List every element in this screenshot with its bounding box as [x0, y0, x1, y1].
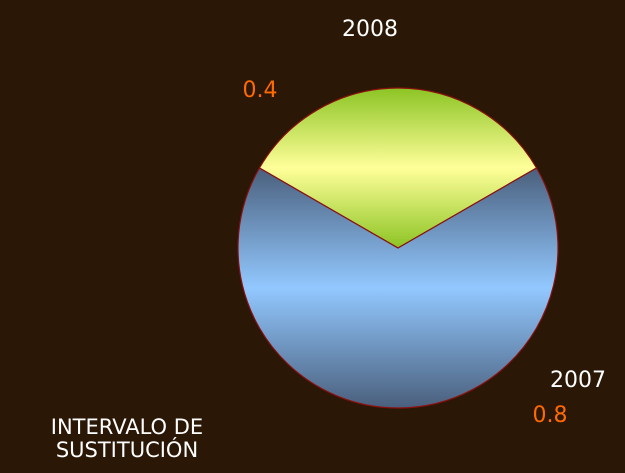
value-label: 0.4: [243, 78, 278, 103]
pie-slice: [258, 87, 538, 249]
slice-label: 2008: [342, 17, 398, 42]
slice-label: 2007: [550, 368, 606, 393]
value-label: 0.8: [533, 403, 568, 428]
chart-title: INTERVALO DE SUSTITUCIÓN: [50, 415, 204, 462]
pie-slice: [237, 167, 559, 409]
